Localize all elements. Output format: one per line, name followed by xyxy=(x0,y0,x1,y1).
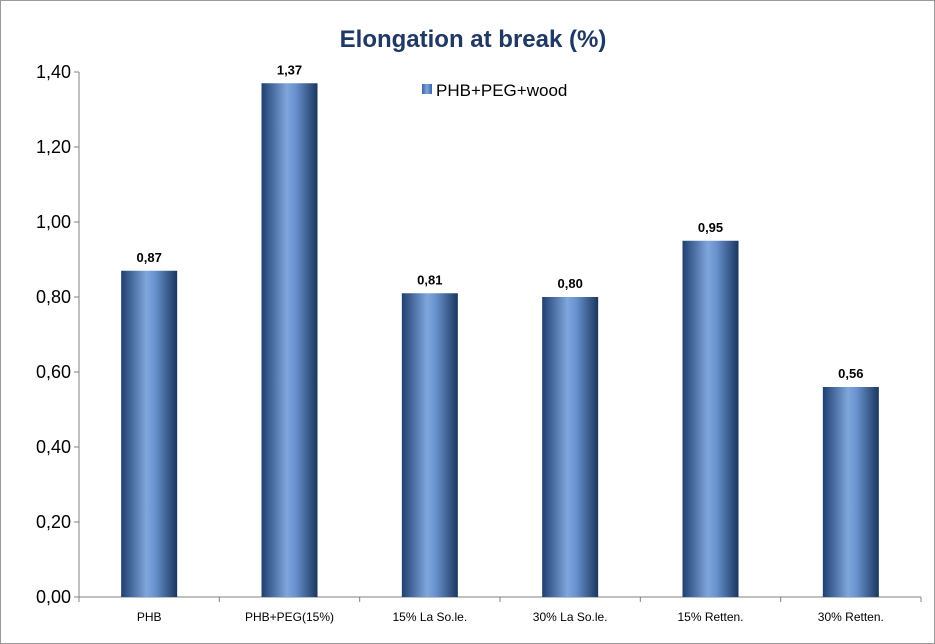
bar xyxy=(542,297,599,597)
bar xyxy=(401,293,458,597)
y-tick-label: 0,00 xyxy=(36,587,71,607)
x-tick-label: PHB xyxy=(137,610,162,624)
y-axis: 0,00 0,20 0,40 0,60 0,80 1,00 1,20 1,40 xyxy=(36,62,80,607)
bar-value-label: 0,56 xyxy=(838,366,863,381)
y-tick-label: 0,60 xyxy=(36,362,71,382)
bar-series: 0,87 1,37 0,81 0,80 0,95 0,56 xyxy=(121,62,879,597)
x-tick-label: 15% La So.le. xyxy=(392,610,467,624)
bar xyxy=(261,83,318,597)
y-tick-label: 0,40 xyxy=(36,437,71,457)
chart-title: Elongation at break (%) xyxy=(340,26,607,53)
y-tick-label: 1,20 xyxy=(36,137,71,157)
x-tick-label: 15% Retten. xyxy=(677,610,743,624)
legend-label: PHB+PEG+wood xyxy=(436,81,567,100)
bar-value-label: 1,37 xyxy=(277,62,302,77)
x-tick-label: 30% Retten. xyxy=(818,610,884,624)
x-tick-label: PHB+PEG(15%) xyxy=(245,610,334,624)
bar-value-label: 0,80 xyxy=(558,276,583,291)
x-tick-label: 30% La So.le. xyxy=(533,610,608,624)
bar xyxy=(682,240,739,597)
bar xyxy=(121,270,178,597)
bar-value-label: 0,87 xyxy=(137,250,162,265)
y-tick-label: 1,40 xyxy=(36,62,71,82)
y-tick-label: 0,20 xyxy=(36,512,71,532)
bar xyxy=(822,387,879,597)
y-tick-label: 0,80 xyxy=(36,287,71,307)
legend: PHB+PEG+wood xyxy=(422,81,567,100)
x-axis: PHB PHB+PEG(15%) 15% La So.le. 30% La So.le… xyxy=(78,596,922,624)
y-tick-label: 1,00 xyxy=(36,212,71,232)
legend-swatch xyxy=(422,84,432,94)
bar-value-label: 0,95 xyxy=(698,220,723,235)
bar-value-label: 0,81 xyxy=(417,272,442,287)
